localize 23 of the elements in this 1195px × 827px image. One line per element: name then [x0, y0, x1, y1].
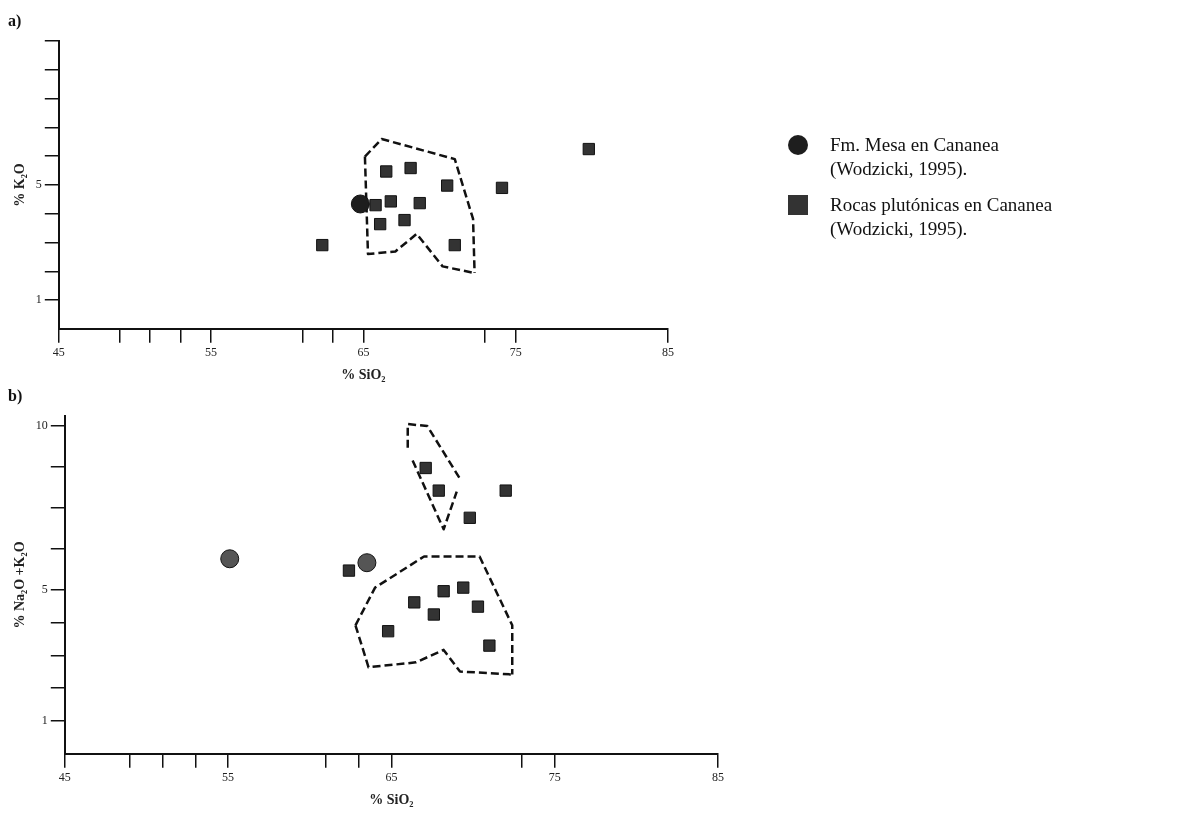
legend-label: Fm. Mesa en Cananea (Wodzicki, 1995). — [830, 133, 1000, 181]
x-tick-label: 75 — [548, 770, 561, 785]
x-tick-label: 85 — [662, 345, 674, 360]
x-tick-label: 45 — [52, 345, 65, 360]
y-tick-label: 1 — [35, 292, 42, 307]
y-axis-title: % Na₂O +K₂O — [12, 541, 28, 629]
x-tick-label: 55 — [205, 345, 218, 360]
x-tick-label: 55 — [222, 770, 235, 785]
y-tick-label: 10 — [35, 418, 48, 433]
y-tick-label: 5 — [41, 582, 48, 597]
y-tick-label: 1 — [41, 713, 48, 728]
x-tick-label: 45 — [58, 770, 71, 785]
chart-title: b) — [8, 386, 23, 405]
chart-title: a) — [8, 11, 22, 30]
x-tick-label: 85 — [712, 770, 724, 785]
x-tick-label: 65 — [357, 345, 370, 360]
y-axis-title: % K₂O — [12, 163, 28, 207]
x-tick-label: 65 — [385, 770, 398, 785]
y-tick-label: 5 — [35, 177, 42, 192]
x-tick-label: 75 — [509, 345, 522, 360]
x-axis-title: % SiO₂ — [369, 792, 414, 808]
x-axis-title: % SiO₂ — [341, 367, 386, 383]
legend-label: Rocas plutónicas en Cananea (Wodzicki, 1995). — [830, 193, 1054, 241]
